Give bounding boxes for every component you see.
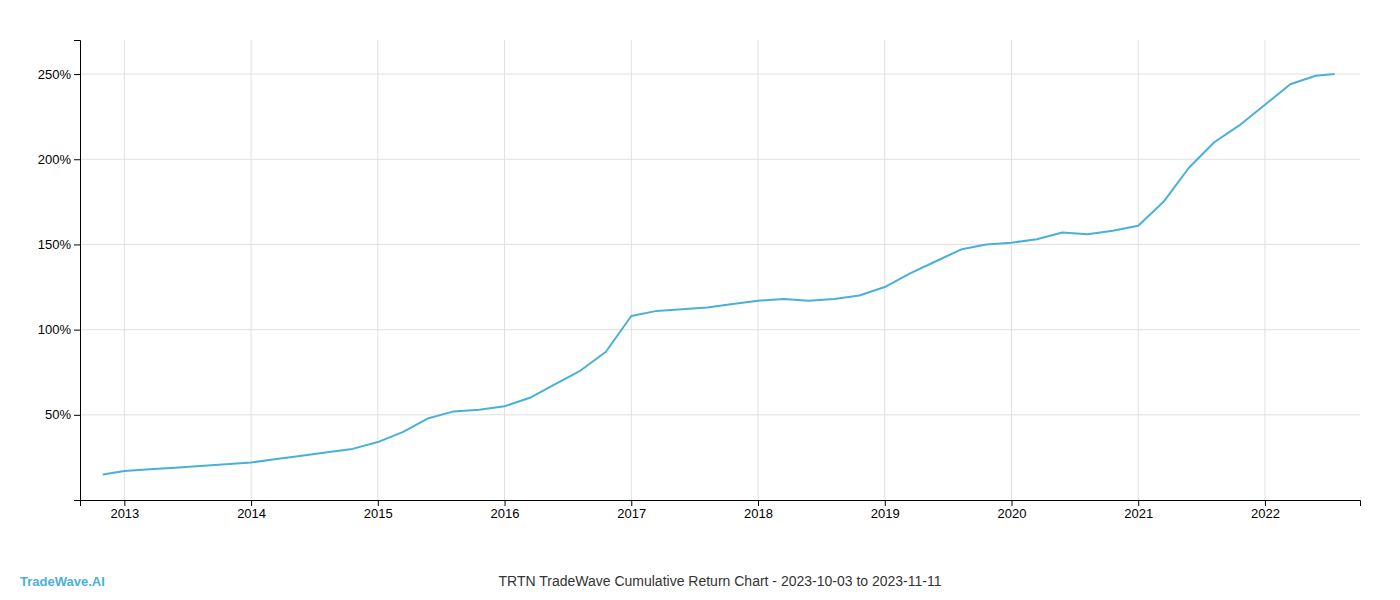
y-tick: 150%	[38, 237, 80, 252]
x-tick: 2015	[364, 500, 393, 521]
grid-line	[884, 40, 885, 500]
chart: 2013 2014 2015 2016 2017 2018 2019 2020 2021 2022…	[0, 0, 1400, 600]
x-tick: 2013	[110, 500, 139, 521]
grid-line	[80, 329, 1360, 330]
x-axis: 2013 2014 2015 2016 2017 2018 2019 2020 2021 2022	[81, 500, 1361, 521]
x-tick-label: 2018	[744, 506, 773, 521]
y-tick-mark	[74, 330, 80, 331]
x-tick-mark	[758, 500, 759, 506]
grid-line	[1138, 40, 1139, 500]
grid-line	[377, 40, 378, 500]
grid	[80, 40, 1360, 500]
y-tick-label: 150%	[38, 237, 72, 252]
x-tick: 2021	[1124, 500, 1153, 521]
x-tick: 2019	[871, 500, 900, 521]
y-axis: 50% 100% 150% 200% 250%	[38, 41, 81, 501]
x-tick-label: 2015	[364, 506, 393, 521]
x-axis-line	[81, 501, 1361, 507]
line	[103, 74, 1335, 474]
y-axis-line	[74, 41, 81, 501]
y-tick-mark	[74, 74, 80, 75]
grid-line	[504, 40, 505, 500]
x-tick-mark	[1011, 500, 1012, 506]
grid-line	[80, 244, 1360, 245]
y-tick-label: 250%	[38, 67, 72, 82]
y-tick: 100%	[38, 322, 80, 337]
x-tick-label: 2014	[237, 506, 266, 521]
x-tick: 2020	[998, 500, 1027, 521]
grid-line	[251, 40, 252, 500]
y-tick-mark	[74, 244, 80, 245]
x-tick-label: 2019	[871, 506, 900, 521]
x-tick-mark	[1138, 500, 1139, 506]
grid-line	[80, 159, 1360, 160]
x-tick-mark	[1265, 500, 1266, 506]
y-tick: 50%	[45, 407, 80, 422]
title: TRTN TradeWave Cumulative Return Chart -…	[498, 573, 941, 589]
plot-area	[103, 74, 1335, 474]
y-tick: 200%	[38, 152, 80, 167]
x-tick-label: 2022	[1251, 506, 1280, 521]
y-tick-label: 200%	[38, 152, 72, 167]
x-tick-label: 2013	[110, 506, 139, 521]
x-tick: 2018	[744, 500, 773, 521]
x-tick-mark	[885, 500, 886, 506]
x-tick: 2017	[617, 500, 646, 521]
y-tick-mark	[74, 415, 80, 416]
x-tick-mark	[505, 500, 506, 506]
grid-line	[1264, 40, 1265, 500]
grid-line	[631, 40, 632, 500]
grid-line	[758, 40, 759, 500]
y-tick: 250%	[38, 67, 80, 82]
x-tick-label: 2021	[1124, 506, 1153, 521]
x-tick: 2016	[491, 500, 520, 521]
x-tick-mark	[124, 500, 125, 506]
x-tick-mark	[631, 500, 632, 506]
x-tick-mark	[251, 500, 252, 506]
x-tick-label: 2016	[491, 506, 520, 521]
y-tick-label: 50%	[45, 407, 71, 422]
y-tick-mark	[74, 159, 80, 160]
x-tick-label: 2020	[998, 506, 1027, 521]
y-tick-label: 100%	[38, 322, 72, 337]
x-tick: 2014	[237, 500, 266, 521]
x-tick-mark	[378, 500, 379, 506]
x-tick-label: 2017	[617, 506, 646, 521]
grid-line	[124, 40, 125, 500]
grid-line	[1011, 40, 1012, 500]
x-tick: 2022	[1251, 500, 1280, 521]
grid-line	[80, 414, 1360, 415]
grid-line	[80, 74, 1360, 75]
watermark: TradeWave.AI	[20, 574, 105, 589]
